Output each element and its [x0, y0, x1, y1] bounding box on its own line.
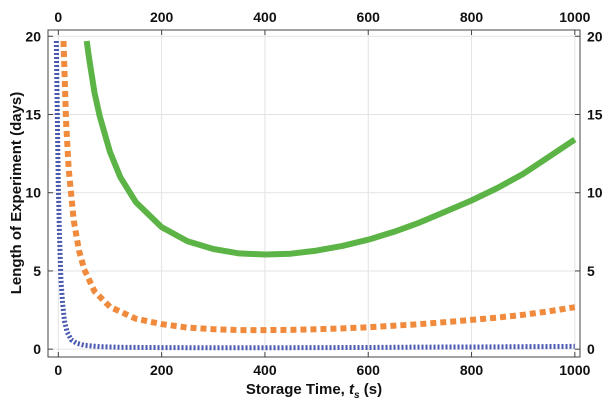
y-tick-label: 15: [25, 106, 41, 122]
y-axis-title: Length of Experiment (days): [8, 92, 25, 295]
y-tick-label-right: 5: [587, 263, 595, 279]
y-tick-label: 20: [25, 28, 41, 44]
x-tick-label-top: 600: [357, 9, 381, 25]
x-tick-label: 800: [460, 362, 484, 378]
x-tick-label-top: 800: [460, 9, 484, 25]
y-tick-label-right: 15: [587, 106, 603, 122]
series-line-3: [53, 40, 575, 351]
x-tick-label: 200: [150, 362, 174, 378]
x-tick-label: 0: [54, 362, 62, 378]
series-line-1: [83, 40, 577, 258]
x-tick-label-top: 0: [54, 9, 62, 25]
y-tick-label: 0: [33, 341, 41, 357]
x-tick-label-top: 200: [150, 9, 174, 25]
y-tick-label: 5: [33, 263, 41, 279]
x-tick-label: 400: [253, 362, 277, 378]
x-axis-title: Storage Time, ts (s): [246, 381, 382, 401]
y-tick-label-right: 0: [587, 341, 595, 357]
y-tick-label-right: 10: [587, 185, 603, 201]
plot-frame: [47, 29, 581, 358]
series-layer: [53, 40, 577, 351]
x-tick-label: 1000: [559, 362, 590, 378]
x-tick-label-top: 400: [253, 9, 277, 25]
x-tick-label: 600: [357, 362, 381, 378]
y-tick-label-right: 20: [587, 28, 603, 44]
y-tick-label: 10: [25, 185, 41, 201]
series-line-2: [60, 40, 576, 334]
x-tick-label-top: 1000: [559, 9, 590, 25]
